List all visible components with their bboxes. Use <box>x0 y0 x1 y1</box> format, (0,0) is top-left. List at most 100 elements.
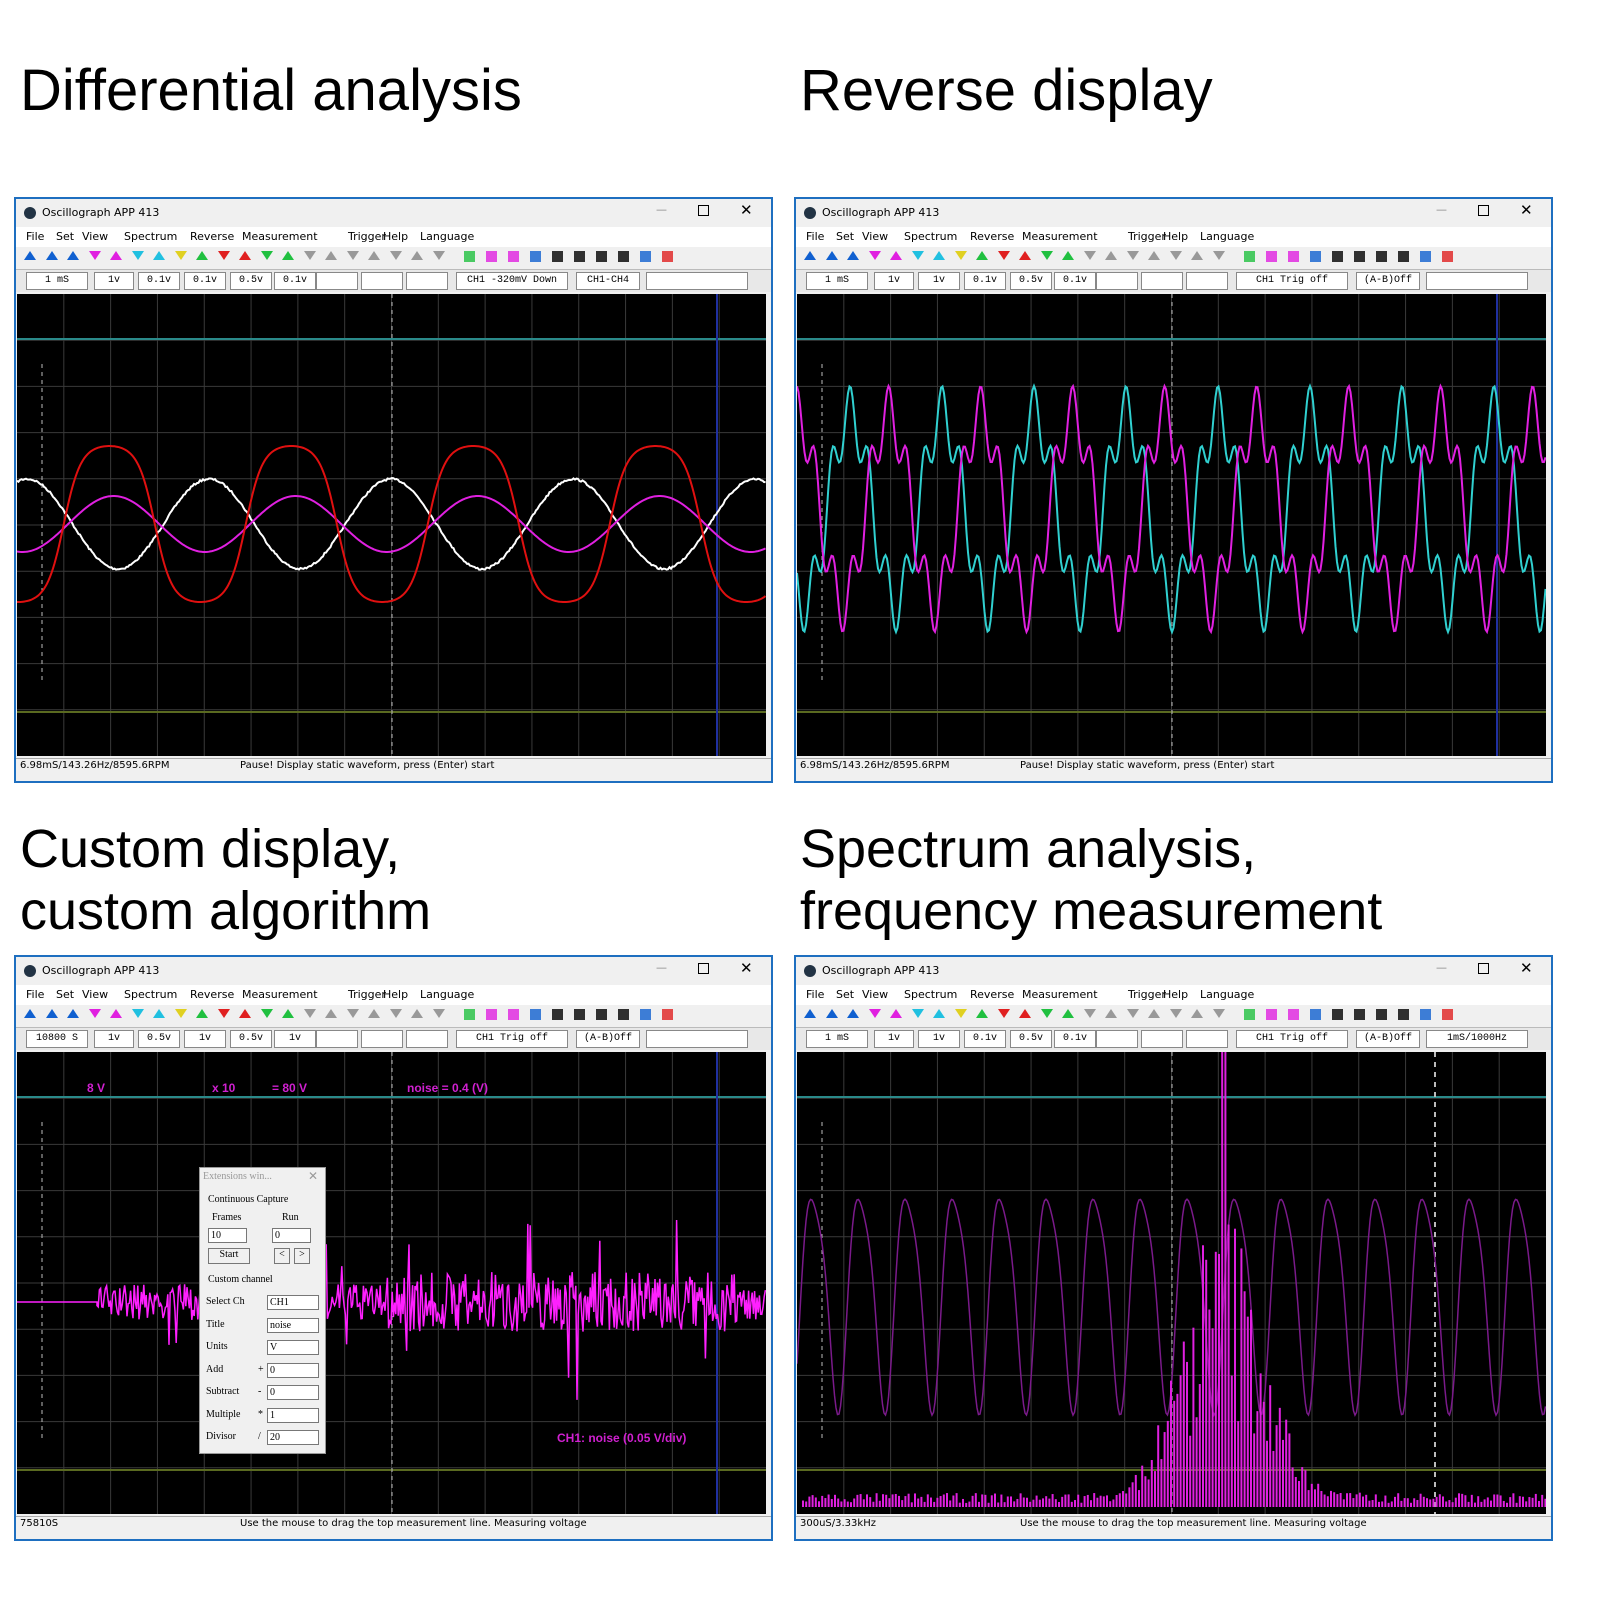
toolbar-icon[interactable] <box>1083 251 1096 260</box>
menu-item[interactable]: Spectrum <box>904 988 958 1001</box>
toolbar-icon[interactable] <box>1062 1009 1074 1018</box>
minimize-button[interactable]: — <box>1436 961 1447 974</box>
toolbar-icon[interactable] <box>552 251 563 262</box>
setting-field[interactable]: 1v <box>874 272 914 290</box>
menu-item[interactable]: Language <box>1200 230 1255 243</box>
toolbar-icon[interactable] <box>67 251 79 260</box>
field-input[interactable]: CH1 <box>267 1295 319 1310</box>
setting-field[interactable]: 0.5v <box>1010 272 1052 290</box>
toolbar-icon[interactable] <box>662 1009 673 1020</box>
close-button[interactable]: ✕ <box>740 201 753 219</box>
toolbar-icon[interactable] <box>1212 251 1225 260</box>
toolbar-icon[interactable] <box>1420 251 1431 262</box>
scope-display[interactable]: 8 V x 10 = 80 V noise = 0.4 (V) CH1: noise (… <box>17 1052 766 1514</box>
menu-item[interactable]: Trigger <box>348 988 386 1001</box>
menu-item[interactable]: Reverse <box>970 988 1015 1001</box>
toolbar-icon[interactable] <box>1040 1009 1053 1018</box>
toolbar-icon[interactable] <box>1126 251 1139 260</box>
toolbar-icon[interactable] <box>464 251 475 262</box>
field-input[interactable]: 20 <box>267 1430 319 1445</box>
field-input[interactable]: 0 <box>267 1385 319 1400</box>
frames-input[interactable]: 10 <box>208 1228 247 1243</box>
toolbar-icon[interactable] <box>1169 1009 1182 1018</box>
setting-field[interactable]: 10800 S <box>26 1030 88 1048</box>
setting-field[interactable]: 0.5v <box>1010 1030 1052 1048</box>
menu-item[interactable]: File <box>26 988 45 1001</box>
toolbar-icon[interactable] <box>1266 1009 1277 1020</box>
toolbar-icon[interactable] <box>933 251 945 260</box>
toolbar-icon[interactable] <box>303 251 316 260</box>
menu-item[interactable]: Measurement <box>242 988 318 1001</box>
toolbar-icon[interactable] <box>1105 1009 1117 1018</box>
toolbar-icon[interactable] <box>574 251 585 262</box>
toolbar-icon[interactable] <box>868 1009 881 1018</box>
scope-display[interactable] <box>797 294 1546 756</box>
toolbar-icon[interactable] <box>911 251 924 260</box>
setting-field[interactable]: 1v <box>274 1030 316 1048</box>
menu-item[interactable]: Trigger <box>348 230 386 243</box>
toolbar-icon[interactable] <box>1266 251 1277 262</box>
toolbar-icon[interactable] <box>1019 251 1031 260</box>
toolbar-icon[interactable] <box>596 251 607 262</box>
setting-field[interactable]: (A-B)Off <box>1356 1030 1420 1048</box>
toolbar-icon[interactable] <box>1040 251 1053 260</box>
toolbar-icon[interactable] <box>464 1009 475 1020</box>
toolbar-icon[interactable] <box>890 1009 902 1018</box>
menu-item[interactable]: Trigger <box>1128 230 1166 243</box>
toolbar-icon[interactable] <box>933 1009 945 1018</box>
toolbar-icon[interactable] <box>1191 1009 1203 1018</box>
toolbar-icon[interactable] <box>45 251 58 260</box>
toolbar-icon[interactable] <box>389 1009 402 1018</box>
toolbar-icon[interactable] <box>411 1009 423 1018</box>
toolbar-icon[interactable] <box>1310 1009 1321 1020</box>
menu-item[interactable]: Language <box>1200 988 1255 1001</box>
minimize-button[interactable]: — <box>656 961 667 974</box>
toolbar-icon[interactable] <box>640 251 651 262</box>
setting-field[interactable]: 0.1v <box>138 272 180 290</box>
menu-item[interactable]: View <box>82 988 109 1001</box>
toolbar-icon[interactable] <box>88 251 101 260</box>
toolbar-icon[interactable] <box>954 251 967 260</box>
menu-item[interactable]: Reverse <box>970 230 1015 243</box>
toolbar-icon[interactable] <box>508 1009 519 1020</box>
toolbar-icon[interactable] <box>486 1009 497 1020</box>
menu-item[interactable]: Set <box>836 988 855 1001</box>
toolbar-icon[interactable] <box>662 251 673 262</box>
toolbar-icon[interactable] <box>131 1009 144 1018</box>
menu-item[interactable]: Trigger <box>1128 988 1166 1001</box>
toolbar-icon[interactable] <box>508 251 519 262</box>
toolbar-icon[interactable] <box>368 1009 380 1018</box>
toolbar-icon[interactable] <box>153 251 165 260</box>
close-button[interactable]: ✕ <box>1520 201 1533 219</box>
field-input[interactable]: 0 <box>267 1362 319 1378</box>
toolbar-icon[interactable] <box>530 1009 541 1020</box>
menu-item[interactable]: View <box>82 230 109 243</box>
close-button[interactable]: ✕ <box>1520 959 1533 977</box>
setting-field[interactable]: 0.1v <box>964 1030 1006 1048</box>
toolbar-icon[interactable] <box>1148 251 1160 260</box>
toolbar-icon[interactable] <box>847 1009 859 1018</box>
toolbar-icon[interactable] <box>1442 1009 1453 1020</box>
toolbar-icon[interactable] <box>1376 251 1387 262</box>
minimize-button[interactable]: — <box>656 203 667 216</box>
minimize-button[interactable]: — <box>1436 203 1447 216</box>
setting-field[interactable]: CH1 Trig off <box>1236 272 1348 290</box>
setting-field[interactable]: CH1 Trig off <box>1236 1030 1348 1048</box>
setting-field[interactable]: 0.5v <box>230 272 272 290</box>
dialog-close[interactable]: ✕ <box>308 1169 319 1183</box>
toolbar-icon[interactable] <box>976 1009 988 1018</box>
toolbar-icon[interactable] <box>411 251 423 260</box>
toolbar-icon[interactable] <box>24 1009 36 1018</box>
toolbar-icon[interactable] <box>618 1009 629 1020</box>
toolbar-icon[interactable] <box>1288 1009 1299 1020</box>
toolbar-icon[interactable] <box>282 1009 294 1018</box>
toolbar-icon[interactable] <box>486 251 497 262</box>
toolbar-icon[interactable] <box>1376 1009 1387 1020</box>
toolbar-icon[interactable] <box>196 251 208 260</box>
toolbar-icon[interactable] <box>574 1009 585 1020</box>
menu-item[interactable]: Spectrum <box>124 988 178 1001</box>
menu-item[interactable]: Reverse <box>190 988 235 1001</box>
menu-item[interactable]: Measurement <box>1022 230 1098 243</box>
toolbar-icon[interactable] <box>260 251 273 260</box>
field-input[interactable]: noise <box>267 1317 319 1333</box>
